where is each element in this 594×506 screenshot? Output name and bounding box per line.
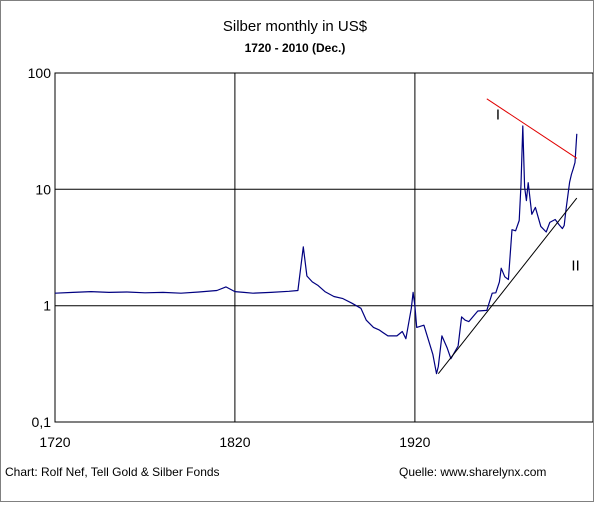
trendline-2 — [437, 197, 578, 375]
y-tick-label: 0,1 — [32, 414, 52, 430]
y-tick-label: 1 — [43, 298, 51, 314]
trendline-1 — [486, 98, 578, 159]
x-axis-ticks: 1720 1820 1920 — [39, 434, 430, 450]
plot-area — [54, 72, 594, 423]
x-tick-label: 1820 — [219, 434, 250, 450]
series-layer — [54, 125, 578, 375]
chart-subtitle: 1720 - 2010 (Dec.) — [245, 41, 346, 55]
x-tick-label: 1920 — [399, 434, 430, 450]
footer-source: Quelle: www.sharelynx.com — [399, 465, 546, 479]
trendline-layer: III — [437, 98, 580, 375]
trendline-label-I: I — [496, 106, 500, 123]
chart-title: Silber monthly in US$ — [223, 18, 368, 35]
y-tick-label: 10 — [35, 181, 51, 197]
grid-lines — [54, 72, 593, 423]
trendline-label-II: II — [571, 258, 579, 275]
footer-credit: Chart: Rolf Nef, Tell Gold & Silber Fond… — [5, 465, 220, 479]
x-tick-label: 1720 — [39, 434, 70, 450]
series-line-0 — [54, 125, 578, 375]
y-tick-label: 100 — [28, 65, 52, 81]
y-axis-ticks: 0,1 1 10 100 — [28, 65, 52, 430]
